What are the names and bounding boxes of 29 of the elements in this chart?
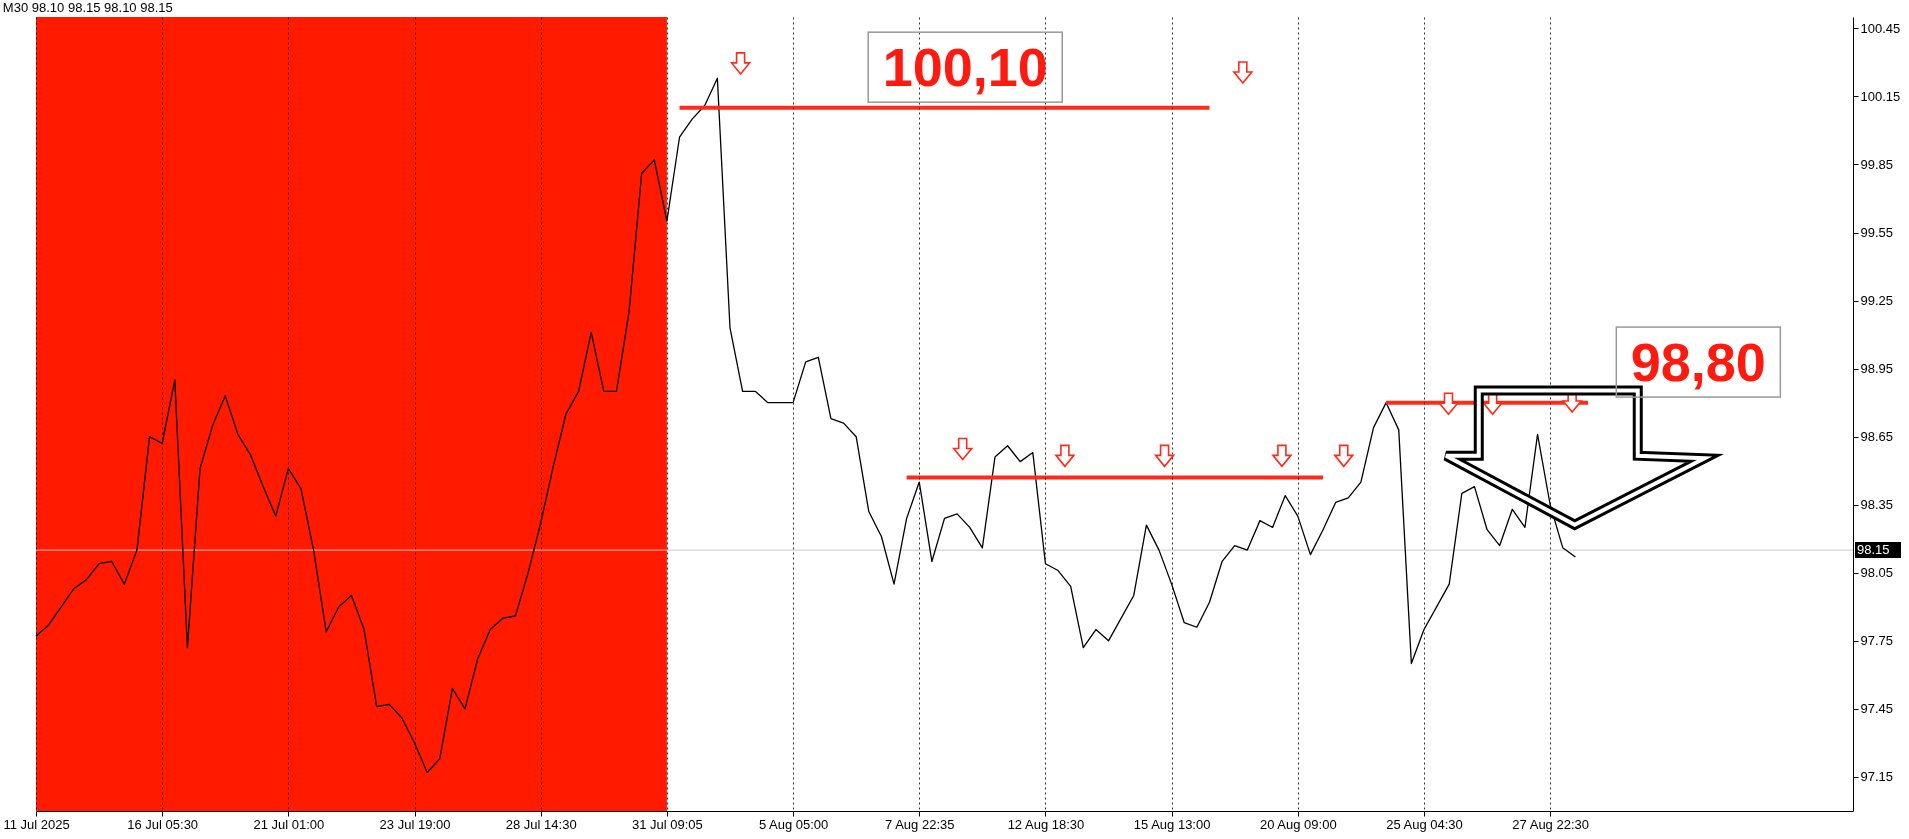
y-tick-label: 98.65 (1860, 429, 1894, 445)
y-tick-label: 97.15 (1860, 769, 1894, 785)
x-tick-label: 27 Aug 22:30 (1512, 816, 1589, 832)
x-tick-label: 21 Jul 01:00 (253, 816, 325, 832)
y-tick-label: 97.45 (1860, 701, 1894, 717)
y-tick-label: 98.95 (1860, 361, 1894, 377)
x-tick-label: 12 Aug 18:30 (1007, 816, 1085, 832)
x-tick-label: 23 Jul 19:00 (379, 816, 451, 832)
x-tick-label: 16 Jul 05:30 (127, 816, 199, 832)
x-tick-label: 15 Aug 13:00 (1133, 816, 1211, 832)
ref-line-label: 98.15 (1857, 542, 1890, 558)
x-tick-label: 11 Jul 2025 (3, 816, 70, 832)
x-tick-label: 20 Aug 09:00 (1259, 816, 1337, 832)
y-tick-label: 100.15 (1860, 88, 1901, 104)
x-tick-label: 28 Jul 14:30 (505, 816, 577, 832)
x-tick-label: 7 Aug 22:35 (885, 816, 955, 832)
x-tick-label: 31 Jul 09:05 (631, 816, 703, 832)
y-tick-label: 97.75 (1860, 633, 1894, 649)
y-tick-label: 99.25 (1860, 293, 1894, 309)
y-tick-label: 100.45 (1860, 20, 1901, 36)
x-tick-label: 25 Aug 04:30 (1386, 816, 1463, 832)
y-tick-label: 99.55 (1860, 225, 1894, 241)
chart-title: M30 98.10 98.15 98.10 98.15 (2, 0, 173, 15)
annotation: 98,80 (1630, 332, 1766, 393)
y-tick-label: 98.35 (1860, 497, 1894, 513)
annotation: 100,10 (882, 37, 1048, 98)
y-tick-label: 98.05 (1860, 565, 1894, 581)
y-tick-label: 99.85 (1860, 156, 1894, 172)
x-tick-label: 5 Aug 05:00 (758, 816, 829, 832)
